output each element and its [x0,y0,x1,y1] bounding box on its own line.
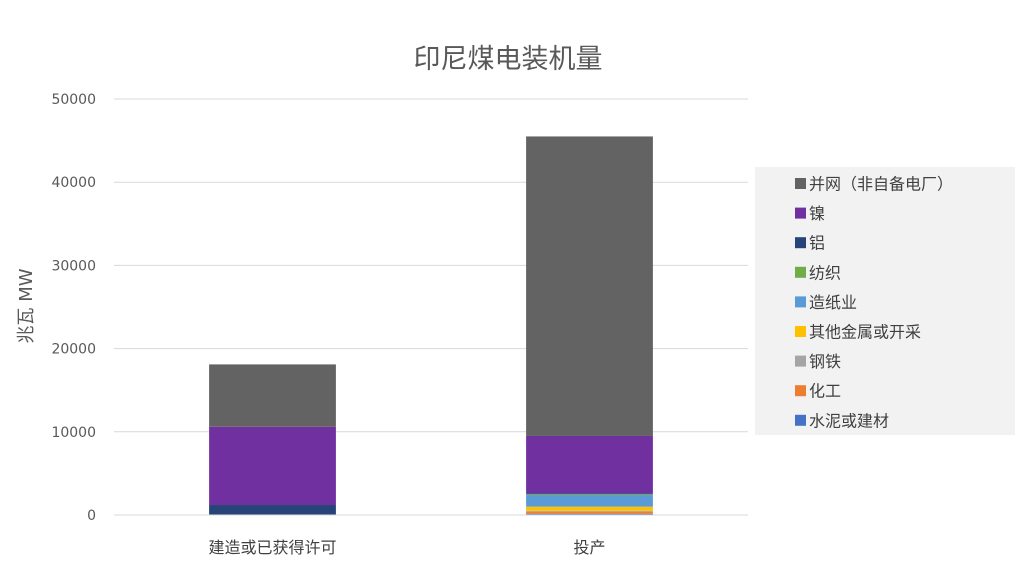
y-tick-label: 40000 [51,175,96,191]
bar-segment [526,493,653,495]
bar-segment [526,511,653,514]
y-tick-labels: 0 10000 20000 30000 40000 50000 [51,92,96,524]
legend-label: 化工 [809,382,841,401]
bar-segment [209,426,336,506]
legend-label: 铝 [809,234,825,253]
bar-segment [526,510,653,512]
category-label: 建造或已获得许可 [208,538,336,557]
legend-swatch [795,296,806,308]
bar-segment [526,494,653,496]
y-axis-label: 兆瓦 MW [16,268,37,343]
chart-title: 印尼煤电装机量 [414,44,603,75]
legend-swatch [795,385,806,397]
legend-label: 钢铁 [809,352,841,371]
legend-swatch [795,178,806,189]
category-labels: 建造或已获得许可 投产 [208,538,605,557]
legend-label: 并网（非自备电厂） [809,175,953,194]
legend-swatch [795,237,806,249]
y-tick-label: 50000 [51,92,96,108]
legend-label: 纺织 [809,263,841,282]
y-tick-label: 30000 [51,258,96,274]
y-tick-label: 10000 [51,425,96,441]
legend-swatch [795,207,806,219]
bar-segment [209,505,336,515]
bars [209,136,653,515]
category-label: 投产 [573,538,605,557]
legend-swatch [795,266,806,278]
legend-background [755,167,1015,435]
y-tick-label: 0 [87,508,96,524]
legend-label: 其他金属或开采 [809,323,921,342]
bar-segment [526,495,653,507]
bar-segment [526,506,653,511]
y-tick-label: 20000 [51,342,96,358]
bar-segment [526,136,653,436]
legend-label: 水泥或建材 [809,411,889,430]
bar-segment [526,435,653,494]
legend-swatch [795,326,806,337]
bar-segment [209,364,336,427]
legend-swatch [795,355,806,367]
legend-label: 造纸业 [809,293,857,312]
legend-swatch [795,414,806,426]
bar-segment [526,513,653,515]
legend-label: 镍 [809,204,825,223]
